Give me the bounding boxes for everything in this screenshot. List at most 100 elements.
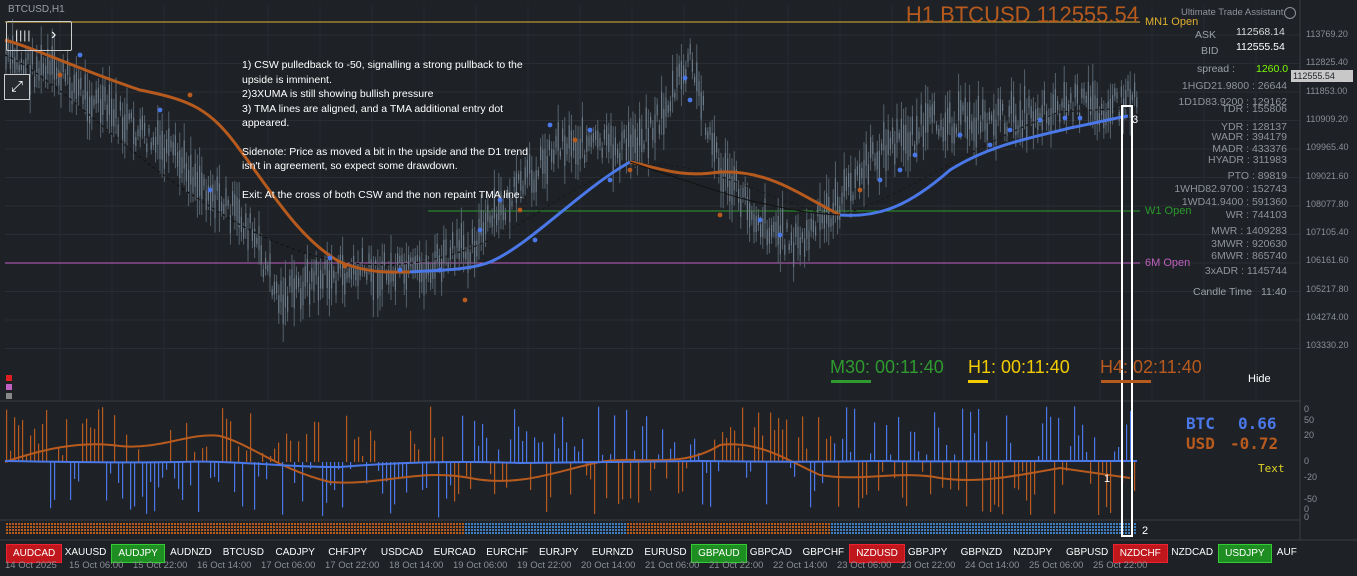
pair-button[interactable]: EURCHF [486, 547, 528, 558]
pair-button[interactable]: BTCUSD [222, 547, 264, 558]
pair-button[interactable]: EURNZD [591, 547, 634, 558]
time-axis-label: 25 Oct 06:00 [1029, 560, 1084, 571]
tma-line-up-2 [839, 114, 1129, 217]
gear-icon[interactable] [1284, 7, 1296, 19]
price-axis-label: 105217.80 [1306, 283, 1349, 294]
strength-bar [6, 523, 1136, 534]
spread-value: 1260.0 [1256, 63, 1289, 75]
pair-button[interactable]: GBPJPY [907, 547, 948, 558]
pair-button[interactable]: USDJPY [1218, 544, 1272, 563]
time-axis-label: 19 Oct 06:00 [453, 560, 508, 571]
pair-button[interactable]: EURJPY [539, 547, 579, 558]
time-axis-label: 24 Oct 14:00 [965, 560, 1020, 571]
marker-2: 2 [1142, 525, 1149, 537]
csw-usd-value: -0.72 [1230, 434, 1279, 453]
price-axis-label: 103330.20 [1306, 340, 1349, 351]
tma-line-down [4, 38, 411, 274]
navigation-button[interactable]: |||| › [6, 21, 72, 51]
panel-row: MWR : 1409283 [1211, 225, 1287, 237]
pair-button[interactable]: NZDUSD [849, 544, 905, 563]
note-line: Exit: At the cross of both CSW and the n… [242, 188, 523, 201]
pair-button[interactable]: AUDNZD [170, 547, 212, 558]
panel-row: 1HGD21.9800 : 26644 [1181, 80, 1287, 92]
hide-button[interactable]: Hide [1248, 373, 1271, 385]
pair-button[interactable]: GBPCAD [749, 547, 793, 558]
time-axis-label: 19 Oct 22:00 [517, 560, 572, 571]
csw-axis-label: 0 [1304, 456, 1310, 466]
bid-label: BID [1201, 45, 1219, 57]
spread-label: spread : [1197, 63, 1235, 75]
pair-button[interactable]: EURUSD [644, 547, 687, 558]
h4-timer: H4: 02:11:40 [1100, 357, 1202, 377]
csw-btc-value: 0.66 [1238, 414, 1277, 433]
pair-button[interactable]: AUDJPY [111, 544, 165, 563]
panel-row: YDR : 128137 [1221, 121, 1287, 133]
panel-row: 3MWR : 920630 [1211, 238, 1287, 250]
bars-icon: |||| [15, 28, 32, 42]
time-axis-label: 15 Oct 06:00 [69, 560, 124, 571]
pair-button[interactable]: GBPNZD [960, 547, 1003, 558]
pair-button[interactable]: GBPCHF [802, 547, 845, 558]
pair-button[interactable]: USDCAD [380, 547, 424, 558]
panel-row: PTO : 89819 [1227, 170, 1287, 182]
time-axis-label: 23 Oct 06:00 [837, 560, 892, 571]
panel-row: 1D1D83.9200 : 129162 [1178, 96, 1287, 108]
time-axis-label: 21 Oct 06:00 [645, 560, 700, 571]
pair-button[interactable]: XAUUSD [64, 547, 107, 558]
panel-row: TDR : 155806 [1221, 103, 1287, 115]
pair-button[interactable]: GBPAUD [691, 544, 747, 563]
price-axis-label: 109021.60 [1306, 170, 1349, 181]
time-axis-label: 18 Oct 14:00 [389, 560, 444, 571]
chevron-right-icon: › [51, 26, 57, 43]
csw-btc-line [4, 459, 1137, 469]
candle-time-label: Candle Time [1193, 286, 1252, 298]
time-axis-label: 21 Oct 22:00 [709, 560, 764, 571]
chart-symbol: BTCUSD,H1 [8, 4, 65, 15]
pair-button[interactable]: GBPUSD [1066, 547, 1109, 558]
csw-axis-label: 50 [1304, 415, 1315, 425]
pair-button[interactable]: CHFJPY [328, 547, 368, 558]
panel-row: 1WD41.9400 : 591360 [1181, 196, 1287, 208]
panel-row: HYADR : 311983 [1208, 154, 1287, 166]
pair-button[interactable]: NZDCAD [1171, 547, 1214, 558]
marker-3: 3 [1132, 114, 1139, 126]
pair-button[interactable]: NZDJPY [1013, 547, 1053, 558]
price-axis-label: 106161.60 [1306, 255, 1349, 266]
6m-open-label: 6M Open [1145, 257, 1191, 269]
price-axis-label: 110909.20 [1306, 113, 1348, 124]
pair-button[interactable]: AUF [1276, 547, 1297, 558]
csw-axis-label: 20 [1304, 430, 1315, 440]
ask-value: 112568.14 [1236, 26, 1285, 38]
trade-note: 1) CSW pulledback to -50, signalling a s… [242, 58, 542, 202]
panel-title: Ultimate Trade Assistant [1181, 7, 1284, 18]
pair-button[interactable]: EURCAD [433, 547, 476, 558]
note-line: 1) CSW pulledback to -50, signalling a s… [242, 59, 523, 86]
panel-row: 3xADR : 1145744 [1204, 265, 1287, 277]
price-axis-label: 104274.00 [1306, 312, 1349, 322]
note-line: 3) TMA lines are aligned, and a TMA addi… [242, 102, 504, 130]
price-axis-label: 108077.80 [1306, 198, 1349, 209]
expand-icon[interactable]: ⤢ [4, 74, 30, 100]
time-axis-label: 25 Oct 22:00 [1093, 560, 1148, 571]
ask-label: ASK [1195, 29, 1217, 41]
time-axis-label: 14 Oct 2025 [5, 560, 57, 571]
marker-1: 1 [1104, 473, 1111, 485]
csw-axis-label: 0 [1304, 512, 1310, 522]
bid-value: 112555.54 [1236, 41, 1285, 53]
candle-time-value: 11:40 [1261, 286, 1287, 298]
chart-big-title: H1 BTCUSD 112555.54 [905, 2, 1139, 27]
pair-button[interactable]: CADJPY [275, 547, 315, 558]
pair-button[interactable]: AUDCAD [6, 544, 63, 563]
panel-row: WR : 744103 [1225, 209, 1287, 221]
pair-button[interactable]: NZDCHF [1112, 544, 1168, 563]
panel-row: WADR : 394179 [1211, 131, 1287, 143]
csw-axis-label: 0 [1304, 404, 1310, 414]
tma-line-down-2 [629, 160, 841, 217]
price-axis-label: 111853.00 [1306, 85, 1348, 96]
price-axis-label: 113769.20 [1306, 29, 1348, 39]
csw-axis-label: -20 [1304, 472, 1318, 482]
csw-axis-label: -50 [1304, 494, 1318, 504]
time-axis-label: 16 Oct 14:00 [197, 560, 252, 571]
time-axis-label: 22 Oct 14:00 [773, 560, 828, 571]
